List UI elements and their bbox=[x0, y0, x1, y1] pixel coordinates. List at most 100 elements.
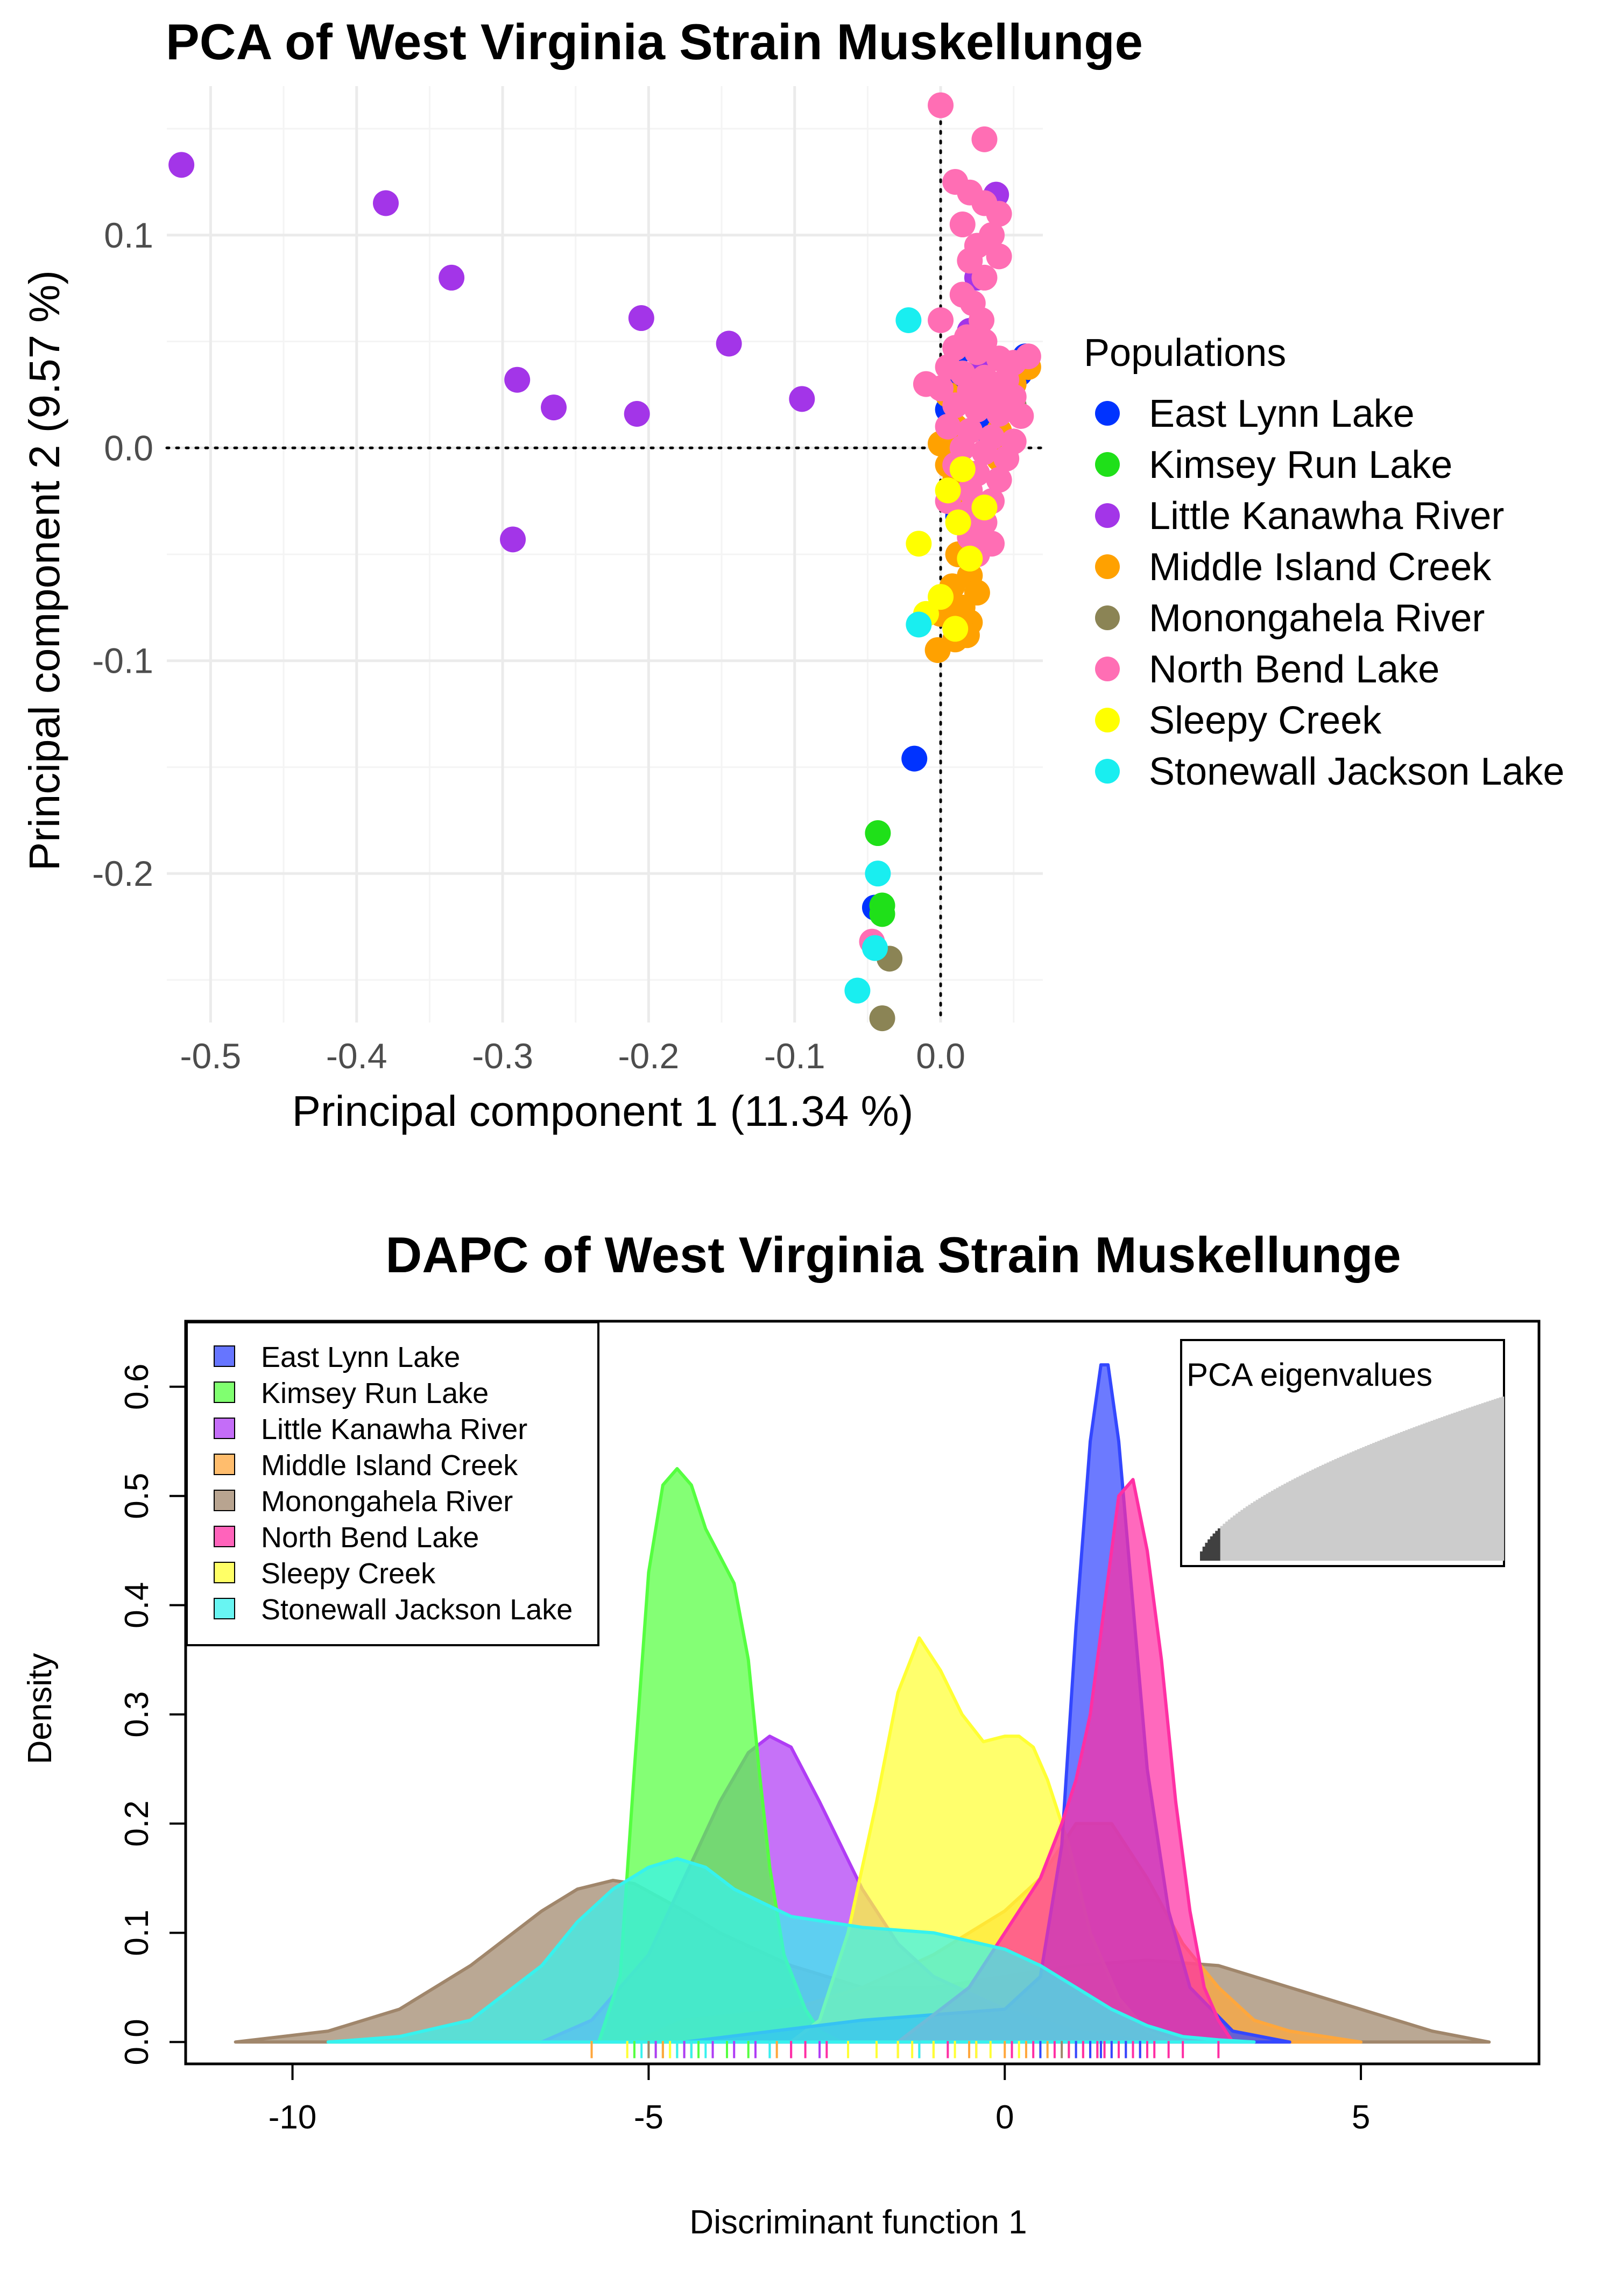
eigen-bar bbox=[1238, 1511, 1241, 1561]
pca-reference-lines bbox=[165, 101, 1044, 1024]
eigen-bar bbox=[1230, 1517, 1233, 1561]
eigen-bar bbox=[1337, 1458, 1340, 1561]
point-little-kanawha-river bbox=[624, 401, 650, 427]
point-little-kanawha-river bbox=[168, 152, 195, 178]
eigen-bar bbox=[1324, 1463, 1327, 1561]
eigen-bar bbox=[1245, 1506, 1248, 1561]
eigen-bar bbox=[1471, 1406, 1474, 1561]
legend-label: East Lynn Lake bbox=[261, 1341, 460, 1373]
eigen-bar bbox=[1344, 1454, 1347, 1561]
eigen-bar bbox=[1435, 1419, 1438, 1561]
eigen-bar bbox=[1430, 1420, 1434, 1561]
point-north-bend-lake bbox=[935, 413, 961, 440]
eigen-bar bbox=[1276, 1488, 1279, 1561]
eigen-bar bbox=[1235, 1513, 1239, 1561]
eigen-bar bbox=[1352, 1451, 1355, 1561]
point-north-bend-lake bbox=[1015, 343, 1041, 370]
eigen-bar bbox=[1433, 1420, 1436, 1561]
x-tick-label: 0.0 bbox=[916, 1036, 965, 1076]
point-sleepy-creek bbox=[906, 531, 932, 557]
x-tick-label: 0 bbox=[995, 2099, 1014, 2136]
eigen-bar-retained bbox=[1200, 1551, 1203, 1561]
legend-key-north-bend-lake bbox=[214, 1526, 235, 1547]
point-north-bend-lake bbox=[986, 201, 1012, 227]
eigen-bar bbox=[1223, 1524, 1226, 1561]
eigen-bar bbox=[1255, 1499, 1259, 1561]
eigen-bar bbox=[1296, 1477, 1300, 1561]
eigen-bar bbox=[1357, 1449, 1360, 1561]
dapc-plot-frame bbox=[184, 1320, 1541, 2065]
eigen-bar-retained bbox=[1210, 1536, 1213, 1561]
eigen-bar bbox=[1410, 1428, 1413, 1561]
point-north-bend-lake bbox=[971, 439, 998, 466]
eigen-bar bbox=[1304, 1473, 1307, 1561]
point-north-bend-lake bbox=[971, 264, 998, 291]
eigen-bar bbox=[1402, 1431, 1406, 1561]
point-little-kanawha-river bbox=[716, 330, 742, 357]
legend-label: Monongahela River bbox=[261, 1485, 513, 1518]
y-tick-label: 0.1 bbox=[104, 215, 153, 255]
legend-key-middle-island-creek bbox=[214, 1454, 235, 1475]
pca-x-axis-label: Principal component 1 (11.34 %) bbox=[292, 1087, 914, 1135]
eigen-bar bbox=[1499, 1397, 1502, 1561]
pca-legend-title: Populations bbox=[1084, 332, 1286, 375]
point-north-bend-lake bbox=[964, 397, 990, 423]
eigen-bar bbox=[1266, 1493, 1269, 1561]
x-tick-label: -0.5 bbox=[180, 1036, 242, 1076]
eigen-bar bbox=[1501, 1397, 1505, 1561]
dapc-density-areas bbox=[234, 1363, 1491, 2044]
eigen-bar bbox=[1417, 1425, 1421, 1561]
eigen-bar bbox=[1322, 1464, 1325, 1561]
eigen-bar bbox=[1382, 1439, 1386, 1561]
legend-label: Monongahela River bbox=[1149, 597, 1485, 640]
eigen-bar bbox=[1334, 1459, 1337, 1561]
eigen-bar bbox=[1268, 1492, 1272, 1561]
eigen-bar bbox=[1251, 1503, 1254, 1561]
eigen-bar bbox=[1420, 1424, 1423, 1561]
point-stonewall-jackson-lake bbox=[865, 861, 891, 887]
legend-label: Sleepy Creek bbox=[1149, 699, 1382, 742]
eigen-bar-retained bbox=[1212, 1533, 1216, 1561]
point-stonewall-jackson-lake bbox=[906, 611, 932, 638]
point-kimsey-run-lake bbox=[865, 820, 891, 847]
pca-y-ticks: -0.2 -0.1 0.0 0.1 bbox=[92, 215, 153, 893]
eigen-bar bbox=[1227, 1519, 1231, 1561]
eigen-bar-retained bbox=[1208, 1539, 1211, 1561]
dapc-legend-box bbox=[186, 1321, 599, 1646]
eigen-bar bbox=[1476, 1405, 1479, 1561]
eigen-bar bbox=[1413, 1427, 1416, 1561]
eigen-bar bbox=[1458, 1411, 1461, 1561]
eigen-bar bbox=[1438, 1418, 1441, 1561]
legend-label: Middle Island Creek bbox=[1149, 546, 1492, 589]
eigen-bar bbox=[1385, 1437, 1388, 1561]
eigen-bar bbox=[1387, 1436, 1390, 1561]
eigen-bar bbox=[1491, 1400, 1494, 1561]
eigen-bar bbox=[1220, 1526, 1223, 1561]
dapc-x-axis-label: Discriminant function 1 bbox=[689, 2204, 1027, 2241]
eigen-bar bbox=[1263, 1495, 1266, 1561]
dapc-eigenvalue-inset: PCA eigenvalues bbox=[1180, 1339, 1505, 1567]
dapc-x-ticks: -10 -5 0 5 bbox=[269, 2064, 1370, 2136]
eigen-bar bbox=[1451, 1413, 1454, 1561]
point-sleepy-creek bbox=[942, 616, 969, 642]
point-stonewall-jackson-lake bbox=[844, 977, 871, 1004]
eigen-bar bbox=[1240, 1510, 1244, 1561]
legend-key-sleepy-creek bbox=[1095, 708, 1120, 732]
eigen-bar bbox=[1390, 1436, 1393, 1561]
eigen-bar bbox=[1291, 1479, 1294, 1561]
y-tick-label: -0.2 bbox=[92, 854, 153, 893]
eigen-bar-retained bbox=[1217, 1528, 1221, 1561]
legend-key-monongahela-river bbox=[1095, 605, 1120, 630]
eigen-bar bbox=[1425, 1422, 1429, 1561]
eigen-bar bbox=[1372, 1443, 1375, 1561]
eigen-bar bbox=[1281, 1485, 1284, 1561]
eigen-bar bbox=[1365, 1446, 1368, 1561]
eigen-bar bbox=[1423, 1423, 1426, 1561]
eigen-bar bbox=[1453, 1412, 1456, 1561]
pca-x-ticks: -0.5 -0.4 -0.3 -0.2 -0.1 0.0 bbox=[180, 1036, 965, 1076]
dapc-legend: East Lynn Lake Kimsey Run Lake Little Kana… bbox=[186, 1321, 599, 1646]
point-east-lynn-lake bbox=[901, 745, 928, 772]
eigen-bar bbox=[1314, 1468, 1317, 1561]
y-tick-label: 0.6 bbox=[118, 1364, 156, 1410]
